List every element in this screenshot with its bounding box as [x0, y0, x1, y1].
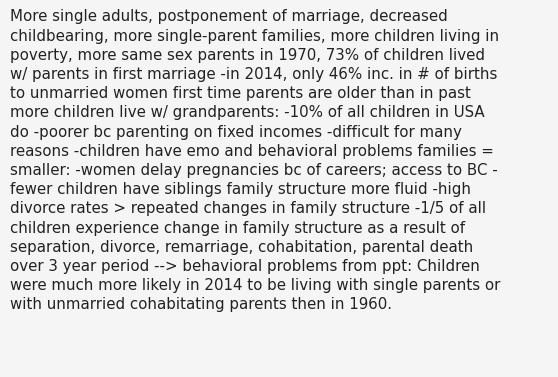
Text: More single adults, postponement of marriage, decreased
childbearing, more singl: More single adults, postponement of marr… — [10, 9, 501, 313]
